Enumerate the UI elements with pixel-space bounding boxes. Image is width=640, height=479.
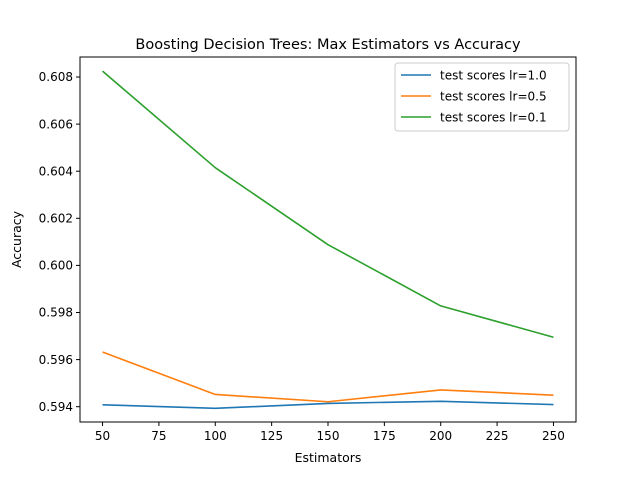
series-line-1 <box>102 400 554 410</box>
legend-label: test scores lr=1.0 <box>440 68 547 82</box>
x-axis-ticks: 50 75 100 125 150 175 200 225 250 <box>95 422 565 443</box>
x-axis-label: Estimators <box>295 450 362 465</box>
x-tick-label: 125 <box>260 429 283 443</box>
y-axis-label: Accuracy <box>9 210 24 268</box>
plot-lines <box>102 70 554 410</box>
x-tick-label: 250 <box>542 429 565 443</box>
chart-title: Boosting Decision Trees: Max Estimators … <box>135 37 521 53</box>
y-tick-label: 0.606 <box>39 117 73 131</box>
y-tick-label: 0.594 <box>39 400 73 414</box>
y-axis-ticks: 0.594 0.596 0.598 0.600 0.602 0.604 0.606 0.608 <box>39 70 80 414</box>
y-tick-label: 0.600 <box>39 259 73 273</box>
y-tick-label: 0.598 <box>39 306 73 320</box>
y-tick-label: 0.596 <box>39 353 73 367</box>
series-line-2 <box>102 351 554 403</box>
y-tick-label: 0.604 <box>39 164 73 178</box>
y-tick-label: 0.608 <box>39 70 73 84</box>
legend-box <box>394 62 570 132</box>
x-tick-label: 50 <box>95 429 110 443</box>
x-tick-label: 150 <box>317 429 340 443</box>
legend: test scores lr=1.0 test scores lr=0.5 test… <box>394 62 570 132</box>
x-tick-label: 200 <box>429 429 452 443</box>
y-tick-label: 0.602 <box>39 212 73 226</box>
legend-label: test scores lr=0.1 <box>440 110 547 124</box>
series-line-3 <box>102 70 554 339</box>
x-tick-label: 225 <box>486 429 509 443</box>
x-tick-label: 175 <box>373 429 396 443</box>
legend-label: test scores lr=0.5 <box>440 89 547 103</box>
x-tick-label: 75 <box>151 429 166 443</box>
x-tick-label: 100 <box>204 429 227 443</box>
